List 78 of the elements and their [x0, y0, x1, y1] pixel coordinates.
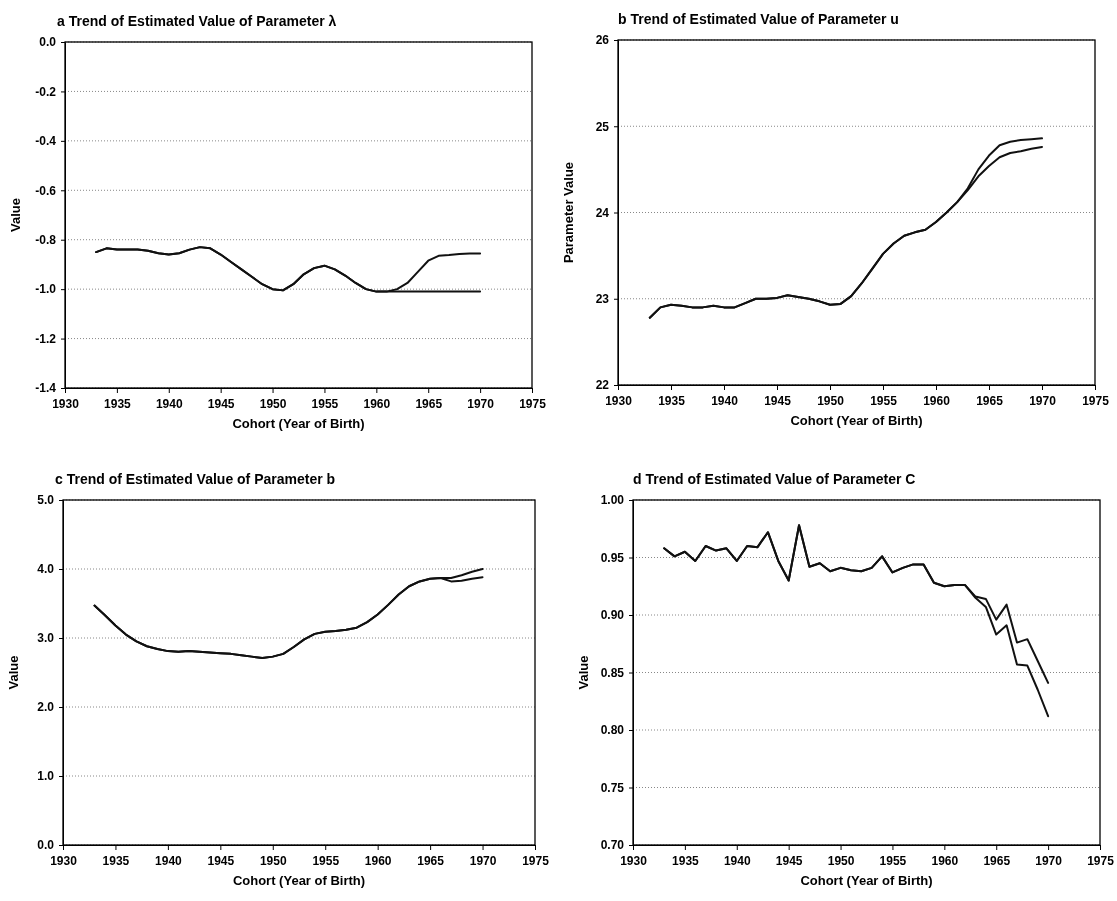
x-tick-label: 1970: [469, 853, 497, 868]
chart-title: d Trend of Estimated Value of Parameter C: [633, 471, 916, 487]
x-tick-label: 1930: [50, 853, 78, 868]
y-axis-title: Value: [8, 198, 23, 232]
x-axis-title: Cohort (Year of Birth): [232, 873, 366, 888]
x-tick-label: 1950: [827, 853, 855, 868]
x-tick-label: 1960: [923, 393, 951, 408]
x-tick-label: 1935: [104, 396, 132, 411]
y-tick-label: -0.2: [35, 84, 57, 99]
x-tick-label: 1975: [1087, 853, 1115, 868]
x-tick-label: 1950: [259, 396, 287, 411]
x-tick-label: 1965: [983, 853, 1011, 868]
x-tick-label: 1955: [311, 396, 339, 411]
y-tick-label: 25: [595, 119, 610, 134]
x-tick-label: 1930: [52, 396, 80, 411]
x-tick-label: 1935: [658, 393, 686, 408]
x-tick-label: 1965: [415, 396, 443, 411]
y-axis-title: Value: [576, 655, 591, 690]
y-tick-label: 24: [595, 205, 610, 220]
chart-title: c Trend of Estimated Value of Parameter b: [55, 471, 336, 487]
x-tick-label: 1970: [1035, 853, 1063, 868]
x-axis-title: Cohort (Year of Birth): [800, 873, 933, 888]
y-tick-label: -0.8: [35, 233, 57, 248]
y-tick-label: 0.80: [600, 723, 625, 738]
x-tick-label: 1945: [764, 393, 792, 408]
x-tick-label: 1940: [711, 393, 739, 408]
y-tick-label: 26: [595, 33, 610, 48]
x-axis-title: Cohort (Year of Birth): [790, 413, 923, 428]
y-tick-label: 2.0: [37, 700, 55, 715]
y-tick-label: -0.4: [35, 134, 57, 149]
x-tick-label: 1945: [207, 853, 235, 868]
x-tick-label: 1965: [417, 853, 445, 868]
x-tick-label: 1950: [259, 853, 287, 868]
y-tick-label: 0.0: [39, 35, 57, 50]
x-tick-label: 1950: [817, 393, 845, 408]
x-tick-label: 1930: [620, 853, 648, 868]
y-tick-label: 0.85: [600, 665, 625, 680]
x-tick-label: 1960: [363, 396, 391, 411]
x-tick-label: 1935: [672, 853, 700, 868]
y-tick-label: 0.90: [600, 608, 625, 623]
y-tick-label: 22: [595, 378, 610, 393]
y-tick-label: -1.0: [35, 282, 57, 297]
chart-title: b Trend of Estimated Value of Parameter u: [618, 11, 899, 27]
x-tick-label: 1975: [1082, 393, 1110, 408]
chart-title: a Trend of Estimated Value of Parameter λ: [57, 13, 337, 29]
x-tick-label: 1960: [931, 853, 959, 868]
y-tick-label: 0.0: [37, 838, 55, 853]
y-axis-title: Parameter Value: [561, 161, 576, 264]
x-tick-label: 1940: [723, 853, 751, 868]
x-tick-label: 1955: [870, 393, 898, 408]
x-axis-title: Cohort (Year of Birth): [232, 416, 365, 431]
y-tick-label: -1.4: [35, 381, 57, 396]
x-tick-label: 1930: [605, 393, 633, 408]
x-tick-label: 1965: [976, 393, 1004, 408]
y-tick-label: -1.2: [35, 331, 57, 346]
y-tick-label: 5.0: [37, 493, 55, 508]
x-tick-label: 1945: [207, 396, 235, 411]
x-tick-label: 1960: [364, 853, 392, 868]
x-tick-label: 1975: [522, 853, 550, 868]
y-tick-label: 3.0: [37, 631, 55, 646]
x-tick-label: 1975: [519, 396, 547, 411]
y-tick-label: -0.6: [35, 183, 57, 198]
y-tick-label: 0.70: [600, 838, 625, 853]
x-tick-label: 1970: [467, 396, 495, 411]
y-tick-label: 0.95: [600, 550, 625, 565]
x-tick-label: 1940: [155, 396, 183, 411]
y-tick-label: 23: [595, 292, 610, 307]
y-tick-label: 4.0: [37, 562, 55, 577]
x-tick-label: 1940: [155, 853, 183, 868]
x-tick-label: 1970: [1029, 393, 1057, 408]
y-tick-label: 1.0: [37, 769, 55, 784]
x-tick-label: 1955: [312, 853, 340, 868]
y-tick-label: 1.00: [600, 493, 625, 508]
y-tick-label: 0.75: [600, 780, 625, 795]
y-axis-title: Value: [6, 655, 21, 690]
x-tick-label: 1935: [102, 853, 130, 868]
x-tick-label: 1945: [775, 853, 803, 868]
x-tick-label: 1955: [879, 853, 907, 868]
